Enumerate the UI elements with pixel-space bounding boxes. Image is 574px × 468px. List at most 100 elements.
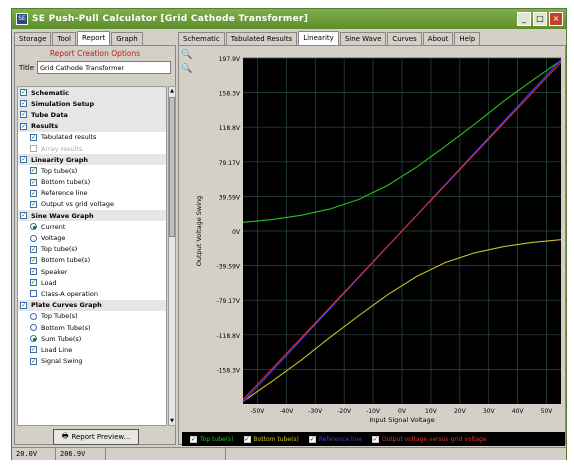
- checkbox-icon[interactable]: ✓: [30, 346, 37, 354]
- tab-tool[interactable]: Tool: [52, 32, 76, 45]
- tab-tabulated-results[interactable]: Tabulated Results: [225, 32, 298, 45]
- option-group[interactable]: ✓ Schematic: [18, 87, 166, 99]
- legend-item[interactable]: ✓ Top tube(s): [190, 435, 234, 443]
- left-tabs: Storage Tool Report Graph: [14, 31, 176, 45]
- legend-checkbox-icon[interactable]: ✓: [243, 435, 251, 443]
- checkbox-icon[interactable]: ✓: [30, 189, 37, 197]
- option-group[interactable]: ✓ Plate Curves Graph: [18, 299, 166, 311]
- y-tick-label: 197.9V: [219, 56, 241, 63]
- tab-graph[interactable]: Graph: [111, 32, 143, 45]
- legend-checkbox-icon[interactable]: ✓: [371, 435, 379, 443]
- scroll-down-arrow-icon[interactable]: ▼: [170, 418, 174, 424]
- option-checkbox[interactable]: ✓ Reference line: [18, 188, 166, 199]
- option-checkbox[interactable]: Class-A operation: [18, 288, 166, 299]
- option-group[interactable]: ✓ Simulation Setup: [18, 98, 166, 110]
- checkbox-icon[interactable]: ✓: [30, 357, 37, 365]
- option-radio[interactable]: Voltage: [18, 232, 166, 243]
- option-group[interactable]: ✓ Results: [18, 120, 166, 132]
- y-tick-label: 0V: [232, 229, 241, 236]
- option-radio[interactable]: Bottom Tube(s): [18, 322, 166, 333]
- scroll-thumb[interactable]: [169, 97, 175, 237]
- checkbox-icon[interactable]: ✓: [20, 100, 27, 108]
- option-group[interactable]: ✓ Sine Wave Graph: [18, 210, 166, 222]
- checkbox-icon[interactable]: ✓: [20, 122, 27, 130]
- checkbox-icon[interactable]: ✓: [30, 167, 37, 175]
- option-checkbox[interactable]: ✓ Output vs grid voltage: [18, 199, 166, 210]
- option-radio[interactable]: Current: [18, 221, 166, 232]
- option-checkbox[interactable]: Array results: [18, 143, 166, 154]
- checkbox-icon[interactable]: [30, 145, 37, 153]
- series-line: [242, 239, 562, 402]
- minimize-button[interactable]: _: [517, 12, 531, 26]
- tab-curves[interactable]: Curves: [387, 32, 422, 45]
- right-tabs: Schematic Tabulated Results Linearity Sine …: [178, 31, 566, 45]
- tab-report[interactable]: Report: [77, 31, 111, 45]
- option-group[interactable]: ✓ Tube Data: [18, 109, 166, 121]
- report-title-row: Title: [19, 61, 171, 74]
- right-panel: Schematic Tabulated Results Linearity Sine …: [178, 31, 566, 446]
- option-radio[interactable]: Top Tube(s): [18, 311, 166, 322]
- options-scrollbar[interactable]: ▲ ▼: [168, 86, 176, 426]
- option-checkbox[interactable]: ✓ Bottom tube(s): [18, 255, 166, 266]
- radio-icon[interactable]: [30, 324, 37, 332]
- checkbox-icon[interactable]: ✓: [30, 268, 37, 276]
- legend-checkbox-icon[interactable]: ✓: [190, 435, 197, 443]
- checkbox-icon[interactable]: ✓: [20, 156, 27, 164]
- y-tick-label: -79.17V: [217, 298, 241, 305]
- close-button[interactable]: ×: [549, 12, 563, 26]
- radio-icon[interactable]: [30, 312, 37, 320]
- status-y-value: 206.9V: [56, 448, 106, 460]
- x-tick-label: 40V: [512, 408, 525, 415]
- radio-icon[interactable]: [30, 335, 37, 343]
- x-tick-label: 20V: [454, 408, 467, 415]
- maximize-button[interactable]: □: [533, 12, 547, 26]
- x-tick-label: 0V: [398, 408, 407, 415]
- legend-checkbox-icon[interactable]: ✓: [308, 435, 316, 443]
- option-checkbox[interactable]: ✓ Load Line: [18, 344, 166, 355]
- option-checkbox[interactable]: ✓ Top tube(s): [18, 244, 166, 255]
- window-controls: _ □ ×: [517, 12, 563, 26]
- option-checkbox[interactable]: ✓ Bottom tube(s): [18, 177, 166, 188]
- checkbox-icon[interactable]: ✓: [30, 256, 37, 264]
- checkbox-icon[interactable]: ✓: [20, 89, 27, 97]
- y-tick-label: -118.8V: [217, 333, 241, 340]
- option-checkbox[interactable]: ✓ Load: [18, 277, 166, 288]
- option-checkbox[interactable]: ✓ Tabulated results: [18, 132, 166, 143]
- option-group[interactable]: ✓ Linearity Graph: [18, 154, 166, 166]
- legend-item[interactable]: ✓ Bottom tube(s): [243, 435, 299, 443]
- y-tick-label: 118.8V: [219, 125, 241, 132]
- report-preview-button[interactable]: 🖶 Report Preview...: [53, 429, 139, 445]
- checkbox-icon[interactable]: ✓: [30, 178, 37, 186]
- checkbox-icon[interactable]: ✓: [30, 200, 37, 208]
- checkbox-icon[interactable]: ✓: [20, 111, 27, 119]
- zoom-out-icon[interactable]: 🔍: [181, 64, 193, 74]
- option-checkbox[interactable]: ✓ Top tube(s): [18, 165, 166, 176]
- option-checkbox[interactable]: ✓ Signal Swing: [18, 356, 166, 367]
- radio-icon[interactable]: [30, 223, 37, 231]
- checkbox-icon[interactable]: ✓: [30, 279, 37, 287]
- legend-item[interactable]: ✓ Reference line: [308, 435, 362, 443]
- legend-item[interactable]: ✓ Output voltage versus grid voltage: [371, 435, 487, 443]
- report-title-input[interactable]: [37, 61, 171, 74]
- tab-schematic[interactable]: Schematic: [178, 32, 225, 45]
- tab-help[interactable]: Help: [454, 32, 481, 45]
- checkbox-icon[interactable]: ✓: [30, 133, 37, 141]
- option-checkbox[interactable]: ✓ Speaker: [18, 266, 166, 277]
- tab-sine-wave[interactable]: Sine Wave: [339, 32, 387, 45]
- checkbox-icon[interactable]: ✓: [20, 212, 27, 220]
- x-tick-label: -50V: [251, 408, 266, 415]
- checkbox-icon[interactable]: ✓: [30, 245, 37, 253]
- window-title: SE Push-Pull Calculator [Grid Cathode Tr…: [32, 14, 309, 24]
- option-label: Bottom tube(s): [41, 256, 91, 265]
- x-tick-label: -10V: [366, 408, 381, 415]
- checkbox-icon[interactable]: ✓: [20, 301, 27, 309]
- scroll-up-arrow-icon[interactable]: ▲: [170, 88, 174, 94]
- option-label: Reference line: [41, 189, 88, 198]
- radio-icon[interactable]: [30, 234, 37, 242]
- tab-storage[interactable]: Storage: [14, 32, 52, 45]
- zoom-in-icon[interactable]: 🔍: [181, 50, 193, 60]
- tab-linearity[interactable]: Linearity: [298, 31, 339, 45]
- checkbox-icon[interactable]: [30, 290, 37, 298]
- tab-about[interactable]: About: [422, 32, 454, 45]
- option-radio[interactable]: Sum Tube(s): [18, 333, 166, 344]
